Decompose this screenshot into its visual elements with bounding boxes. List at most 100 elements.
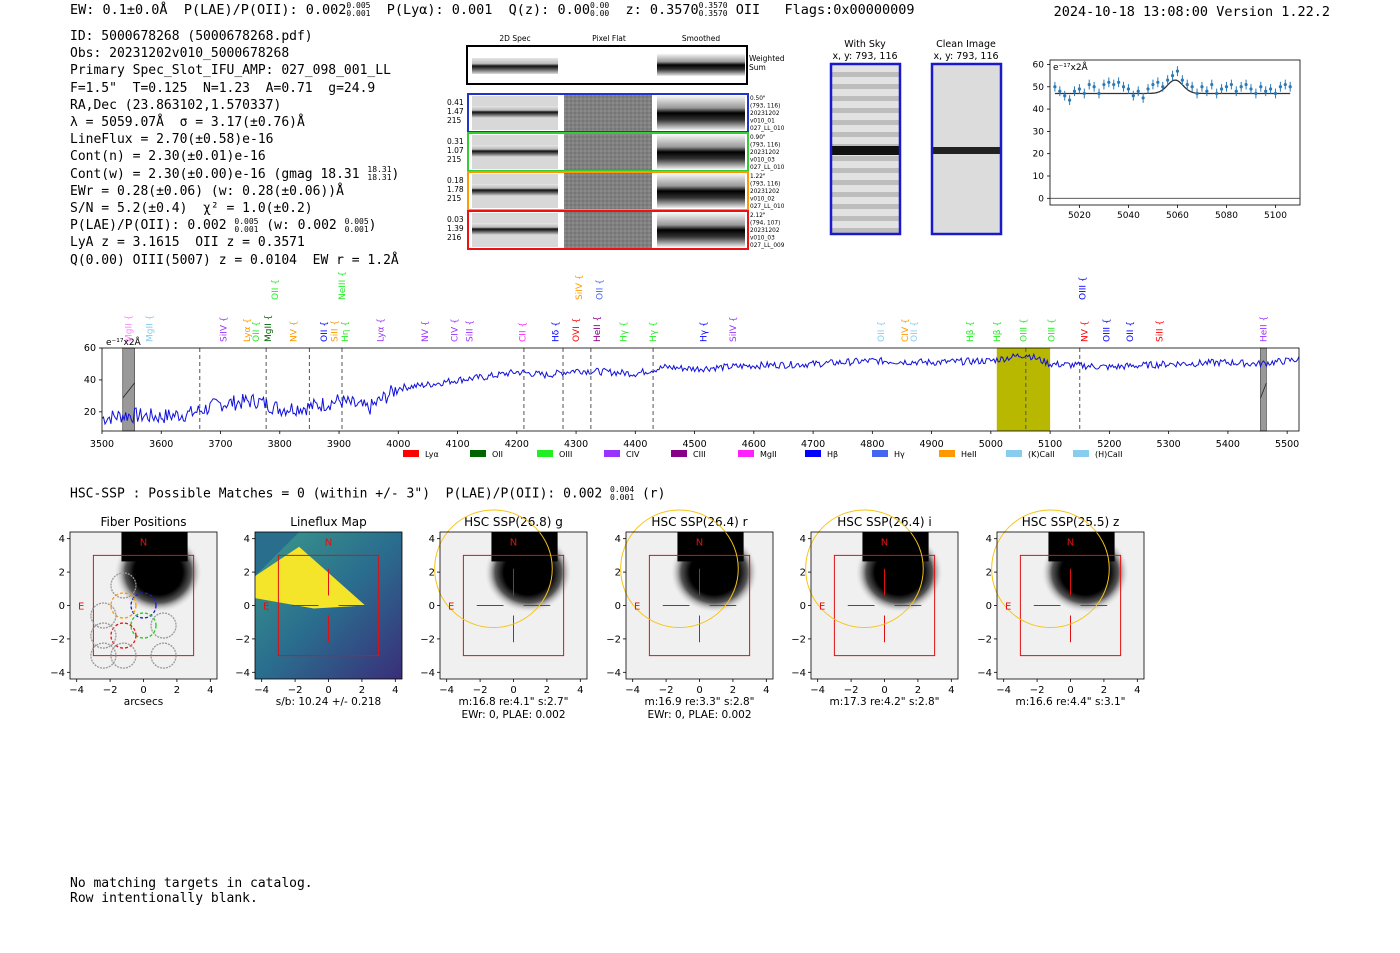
- hsc-y-tick-label: 4: [244, 534, 250, 545]
- fiber-circle: [110, 572, 137, 599]
- emission-line-label: SiIV {: [575, 274, 585, 300]
- emission-line-label: Hγ {: [619, 321, 629, 342]
- zoom-data-point: [1234, 89, 1238, 93]
- plae-lo: 0.001: [346, 9, 371, 18]
- footer-line-2: Row intentionally blank.: [70, 891, 258, 906]
- emission-line-label: MgII {: [125, 315, 135, 342]
- zoom-data-point: [1190, 85, 1194, 89]
- emission-line-label: SiII {: [465, 320, 475, 342]
- fiber-circle: [150, 642, 177, 669]
- emission-line-label: CII {: [519, 322, 529, 342]
- zoom-data-point: [1068, 98, 1072, 102]
- main-unit-label: e⁻¹⁷x2Å: [106, 336, 142, 348]
- weighted-sum-label: Weighted: [749, 54, 785, 63]
- plya-value: P(Lyα): 0.001: [386, 2, 493, 18]
- info-contn: Cont(n) = 2.30(±0.01)e-16: [70, 149, 266, 165]
- zoom-data-point: [1224, 85, 1229, 89]
- emission-line-label: Lyα {: [376, 318, 386, 342]
- main-legend: Lyα OII OIII CIV CIII MgII Hβ Hγ HeII (K)CaII (H)C…: [403, 450, 1122, 459]
- hsc-y-tick-label: 0: [986, 601, 992, 612]
- hsc-panel: HSC SSP(26.4) r N E −4 −4 −2 −2 0 0 2 2 4 4 m:16.9 re…: [606, 509, 774, 721]
- legend-item: MgII: [738, 450, 777, 459]
- cutout-right-label: 027_LL_010: [750, 204, 785, 210]
- emission-line-label: OVI {: [572, 318, 582, 342]
- datetime: 2024-10-18 13:08:00: [1053, 4, 1209, 20]
- zoom-data-point: [1107, 80, 1111, 84]
- legend-label: Hγ: [894, 450, 905, 459]
- with-sky-image: [829, 62, 902, 236]
- legend-item: Hβ: [805, 450, 838, 459]
- hsc-y-tick-label: 2: [986, 568, 992, 579]
- cutout-row-frame: [467, 210, 749, 250]
- cutout-left-label: 0.03: [447, 215, 464, 224]
- cutout-smooth: [657, 135, 745, 169]
- hsc-y-tick-label: −2: [50, 634, 65, 645]
- hsc-x-tick-label: 4: [392, 685, 398, 696]
- hsc-y-tick-label: 2: [429, 568, 435, 579]
- cutout-right-label: 0.50": [750, 96, 766, 102]
- zoom-data-point: [1268, 87, 1273, 91]
- spectrum-regions: [122, 347, 1267, 432]
- emission-line-label: Hγ {: [699, 321, 709, 342]
- hsc-panel: Fiber Positions N E −4 −4 −2 −2 0 0 2 2 4 4 arcsecs: [50, 515, 218, 708]
- legend-label: Hβ: [827, 450, 838, 459]
- hsc-y-tick-label: 2: [615, 568, 621, 579]
- hsc-x-tick-label: −4: [439, 685, 454, 696]
- clean-coords: x, y: 793, 116: [933, 51, 998, 62]
- zoom-data-marks: [1050, 66, 1300, 199]
- info-params: F=1.5" T=0.125 N=1.23 A=0.71 g=24.9: [70, 80, 376, 96]
- col-smooth-label: Smoothed: [682, 34, 721, 43]
- zoom-data-point: [1229, 82, 1233, 87]
- cutout-right-label: (793, 116): [750, 104, 780, 110]
- cutout-flat: [564, 211, 652, 249]
- hsc-y-tick-label: −4: [420, 668, 435, 679]
- hsc-y-tick-label: −2: [977, 634, 992, 645]
- zoom-x-tick-label: 5080: [1215, 211, 1238, 221]
- emission-line-label: OII {: [877, 321, 887, 342]
- emission-line-label: Hη {: [341, 321, 351, 342]
- emission-line-label: CIV {: [451, 318, 461, 342]
- cutout-smooth: [657, 96, 745, 130]
- zoom-y-tick-label: 10: [1033, 172, 1045, 182]
- hsc-x-tick-label: 4: [763, 685, 769, 696]
- zoom-data-point: [1141, 96, 1145, 100]
- zoom-y-tick-label: 0: [1038, 194, 1044, 204]
- hsc-panel-title: HSC SSP(26.4) i: [837, 515, 932, 529]
- cutout-2d-band: [472, 106, 558, 118]
- zoom-data-point: [1205, 89, 1209, 93]
- info-contw: Cont(w) = 2.30(±0.00)e-16 (gmag 18.31 18…: [70, 165, 400, 183]
- main-y-tick-label: 40: [84, 375, 96, 386]
- zoom-data-point: [1215, 91, 1219, 96]
- cutout-left-label: 215: [447, 155, 462, 164]
- hsc-x-tick-label: −2: [844, 685, 859, 696]
- aperture-ellipse: [434, 509, 553, 629]
- aperture-ellipse: [805, 509, 924, 629]
- clean-title: Clean Image: [936, 39, 996, 50]
- main-axis-ticks: 3500 3600 3700 3800 3900 4000 4100 4200 4300 4400…: [84, 343, 1299, 450]
- zoom-data-point: [1082, 91, 1086, 96]
- north-label: N: [881, 537, 888, 548]
- cutout-right-label: 20231202: [750, 111, 780, 117]
- zoom-plot-frame: [1049, 59, 1301, 206]
- version: Version 1.22.2: [1216, 4, 1330, 20]
- emission-line-label: Hγ {: [649, 321, 659, 342]
- cutout-2d-band: [472, 223, 558, 235]
- main-x-tick-label: 3500: [90, 439, 114, 450]
- info-sn: S/N = 5.2(±0.4) χ² = 1.0(±0.2): [70, 201, 313, 217]
- hsc-panel: Lineflux Map N E −4 −4 −2 −2 0 0 2 2 4 4 s/b: 10.24 +…: [235, 515, 403, 708]
- hsc-x-tick-label: −2: [103, 685, 118, 696]
- legend-label: (K)CaII: [1028, 450, 1055, 459]
- hsc-panel-caption: m:16.8 re:4.1" s:2.7": [459, 696, 569, 708]
- emission-line-label: NV {: [1080, 321, 1090, 342]
- zoom-data-point: [1288, 85, 1292, 89]
- main-x-tick-label: 5300: [1157, 439, 1181, 450]
- search-box: [462, 554, 565, 657]
- hsc-x-tick-label: 2: [915, 685, 921, 696]
- footer-line-1: No matching targets in catalog.: [70, 876, 313, 891]
- main-x-tick-label: 3900: [327, 439, 351, 450]
- emission-line-label: OII {: [271, 279, 281, 300]
